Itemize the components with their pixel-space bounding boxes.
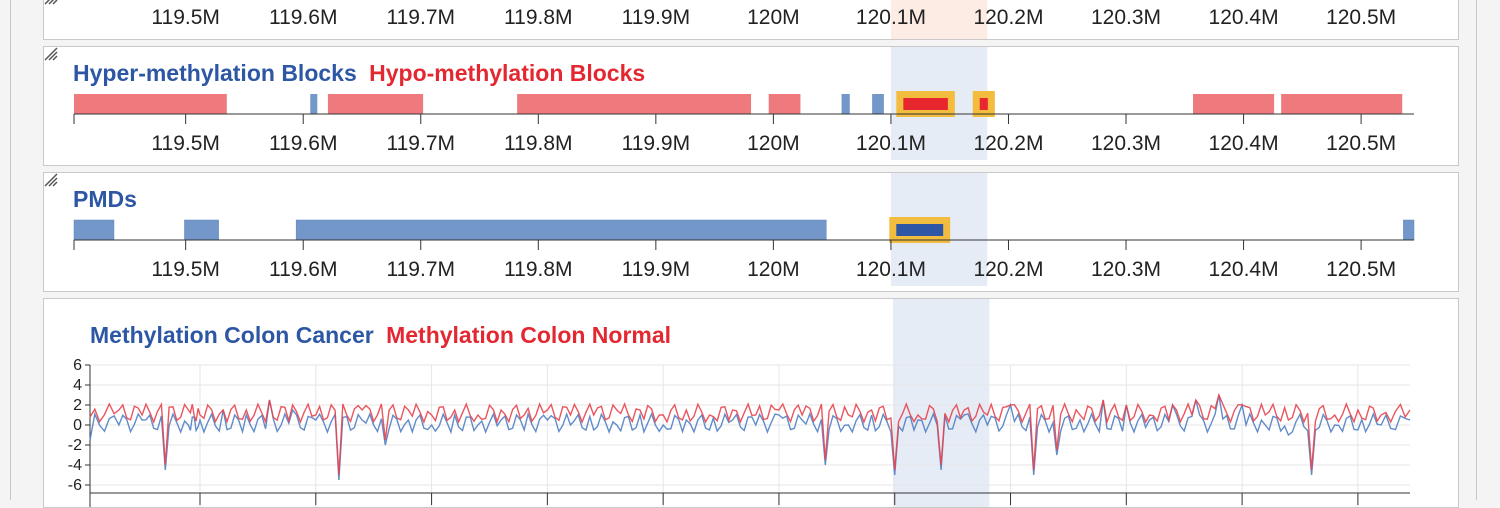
axis-tick-label: 120.5M (1326, 6, 1396, 29)
axis-tick-label: 119.7M (387, 132, 456, 155)
axis-tick-label: 120.3M (1091, 258, 1161, 281)
axis-tick-label: 119.9M (622, 132, 691, 155)
y-axis-tick-label: 6 (73, 357, 82, 374)
axis-tick-label: 119.5M (151, 132, 220, 155)
axis-tick-label: 120.5M (1326, 132, 1396, 155)
hyper-block (841, 94, 850, 114)
axis-tick-label: 119.8M (504, 258, 573, 281)
axis-tick-label: 120.2M (973, 132, 1043, 155)
selection-band (892, 299, 990, 507)
pmd-block (184, 219, 219, 241)
methylation-track-title: Methylation Colon Cancer Methylation Col… (90, 322, 671, 349)
pmd-block (73, 219, 115, 241)
methylation-line-chart[interactable]: 6 4 2 0 -2 -4 -6 (44, 299, 1459, 508)
hypo-block (1281, 94, 1403, 114)
axis-tick-label: 120.1M (856, 258, 926, 281)
pmd-block (295, 219, 827, 241)
axis-tick-label: 119.8M (504, 132, 573, 155)
right-border (1476, 0, 1477, 500)
hypo-block (74, 94, 227, 114)
axis-tick-label: 119.9M (622, 6, 691, 29)
methylation-blocks-track: Hyper-methylation Blocks Hypo-methylatio… (43, 46, 1459, 166)
axis-tick-label: 120.2M (973, 6, 1043, 29)
top-track: 119.5M 119.6M 119.7M 119.8M 119.9M 120M 120.1M… (43, 0, 1459, 40)
pmd-track-plot[interactable]: 119.5M 119.6M 119.7M 119.8M 119.9M 120M 120.1M… (44, 173, 1459, 292)
axis-tick-label: 119.7M (387, 258, 456, 281)
axis-tick-label: 119.9M (622, 258, 691, 281)
resize-handle-icon[interactable] (44, 173, 58, 187)
selected-hypo-block (979, 98, 988, 110)
axis-tick-label: 120.3M (1091, 6, 1161, 29)
hypo-methylation-title: Hypo-methylation Blocks (369, 60, 646, 86)
blocks-track-title: Hyper-methylation Blocks Hypo-methylatio… (73, 60, 645, 87)
axis-tick-label: 120.4M (1209, 258, 1279, 281)
y-axis-tick-label: 0 (73, 417, 82, 434)
axis-tick-label: 119.6M (269, 258, 338, 281)
axis-tick-label: 120.1M (856, 132, 926, 155)
pmd-block (1403, 219, 1415, 241)
colon-cancer-line (89, 394, 1411, 481)
axis-tick-label: 120.4M (1209, 6, 1279, 29)
left-border (10, 0, 11, 500)
axis-tick-label: 119.5M (151, 6, 220, 29)
pmd-track-title: PMDs (73, 186, 137, 212)
axis-tick-label: 120M (747, 258, 800, 281)
axis-tick-label: 119.6M (269, 132, 338, 155)
y-axis-tick-label: 4 (73, 377, 82, 394)
axis-tick-label: 120.1M (856, 6, 926, 29)
axis-tick-label: 119.6M (269, 6, 338, 29)
colon-normal-title: Methylation Colon Normal (386, 322, 672, 348)
hypo-block (517, 94, 752, 114)
resize-handle-icon[interactable] (44, 47, 58, 61)
axis-tick-label: 120.3M (1091, 132, 1161, 155)
axis-tick-label: 119.8M (504, 6, 573, 29)
blocks-track-plot[interactable]: 119.5M 119.6M 119.7M 119.8M 119.9M 120M 120.1M… (44, 47, 1459, 166)
hyper-methylation-title: Hyper-methylation Blocks (73, 60, 357, 86)
axis-tick-label: 120.4M (1209, 132, 1279, 155)
top-track-axis: 119.5M 119.6M 119.7M 119.8M 119.9M 120M 120.1M… (151, 0, 1396, 39)
selection-band (890, 0, 988, 39)
axis-tick-label: 120.5M (1326, 258, 1396, 281)
colon-cancer-title: Methylation Colon Cancer (90, 322, 374, 348)
resize-handle-icon[interactable] (44, 0, 58, 5)
y-axis-tick-label: -4 (68, 457, 82, 474)
axis-tick-label: 119.5M (151, 258, 220, 281)
hypo-block (1193, 94, 1275, 114)
axis-tick-label: 120M (747, 6, 800, 29)
selected-hypo-block (903, 98, 948, 110)
y-axis-tick-label: 2 (73, 397, 82, 414)
y-axis-tick-label: -2 (68, 437, 82, 454)
axis-tick-label: 120.2M (973, 258, 1043, 281)
hypo-block (768, 94, 801, 114)
hypo-block (327, 94, 424, 114)
selected-pmd-block (896, 224, 944, 236)
colon-normal-line (89, 392, 1411, 476)
hyper-block (872, 94, 884, 114)
axis-tick-label: 120M (747, 132, 800, 155)
y-axis-tick-label: -6 (68, 477, 82, 494)
pmd-track: PMDs 119.5M 119.6M 119.7M 119.8M 119.9M 120M 1… (43, 172, 1459, 292)
hyper-block (310, 94, 318, 114)
axis-tick-label: 119.7M (387, 6, 456, 29)
methylation-line-track: Methylation Colon Cancer Methylation Col… (43, 298, 1459, 508)
